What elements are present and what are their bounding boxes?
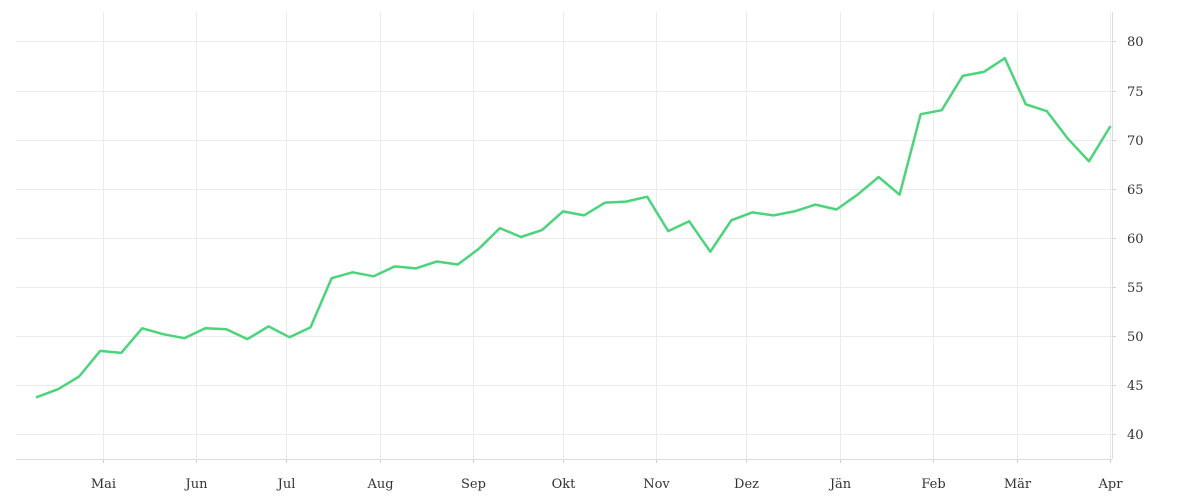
x-tick-label: Apr (1098, 477, 1124, 492)
x-tick-label: Nov (643, 477, 670, 492)
y-tick-label: 75 (1127, 85, 1144, 100)
series-line (35, 56, 1112, 399)
series-layer (35, 56, 1112, 399)
x-tick-label: Jul (276, 477, 296, 492)
y-tick-label: 40 (1127, 428, 1144, 443)
x-tick-label: Mai (91, 477, 116, 492)
x-tick-label: Feb (921, 477, 945, 492)
y-tick-label: 50 (1127, 330, 1144, 345)
grid (16, 12, 1112, 459)
x-tick-label: Dez (734, 477, 759, 492)
axes: 40 45 50 55 60 65 70 75 80 Mai Jun Jul Aug Sep Okt Nov D… (16, 12, 1144, 492)
y-tick-label: 45 (1127, 379, 1144, 394)
y-tick-label: 70 (1127, 134, 1144, 149)
x-tick-label: Jun (184, 477, 209, 492)
x-tick-label: Mär (1004, 477, 1032, 492)
x-tick-label: Aug (366, 477, 393, 492)
y-tick-label: 80 (1127, 35, 1144, 50)
y-tick-label: 60 (1127, 232, 1144, 247)
x-tick-label: Okt (552, 477, 577, 492)
y-tick-label: 55 (1127, 281, 1144, 296)
x-tick-label: Sep (461, 477, 486, 492)
y-tick-label: 65 (1127, 183, 1144, 198)
x-tick-label: Jän (828, 477, 852, 492)
